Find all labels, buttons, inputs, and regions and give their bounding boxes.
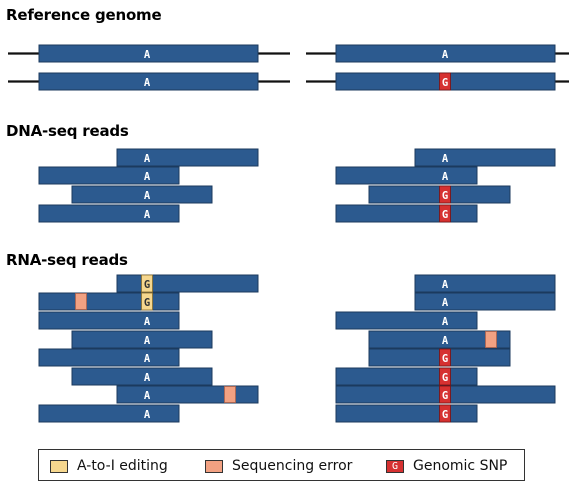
rna-read-right-3-base: A: [442, 335, 449, 347]
dna-read-left-3: [38, 204, 180, 223]
rna-read-left-1-error-marker: [75, 293, 87, 310]
snp-swatch: G: [386, 459, 404, 473]
rna-read-left-1-editing-marker: [141, 292, 153, 311]
reference-right-0-base: A: [442, 49, 449, 61]
rna-read-left-2-base: A: [144, 316, 151, 328]
rna-read-right-5: [335, 367, 478, 386]
dna-read-right-3-base: G: [442, 209, 448, 221]
rna-read-right-3: [368, 330, 511, 349]
rna-read-left-4-base: A: [144, 353, 151, 365]
rna-read-left-5-base: A: [144, 372, 151, 384]
rna-read-right-2: [335, 311, 478, 330]
rna-read-right-6-snp-marker: [439, 385, 451, 404]
legend-label-error: Sequencing error: [232, 458, 353, 474]
rna-read-right-5-base: G: [442, 372, 448, 384]
rna-read-left-5: [71, 367, 213, 386]
rna-read-left-3-base: A: [144, 335, 151, 347]
dna-read-right-3: [335, 204, 478, 223]
rna-read-right-4-snp-marker: [439, 348, 451, 367]
rna-read-right-7: [335, 404, 478, 423]
rna-read-right-2-base: A: [442, 316, 449, 328]
rna-read-left-6-error-marker: [224, 386, 236, 403]
rna-read-right-5-snp-marker: [439, 367, 451, 386]
dna-read-left-2-base: A: [144, 190, 151, 202]
rna-read-left-7: [38, 404, 180, 423]
dna-read-right-3-snp-marker: [439, 204, 451, 223]
rna-read-right-7-base: G: [442, 409, 448, 421]
reference-left-0: [38, 44, 259, 63]
dna-read-right-2-base: G: [442, 190, 448, 202]
dna-read-left-1: [38, 166, 180, 185]
rna-read-left-0-base: G: [144, 279, 150, 291]
reference-left-1-base: A: [144, 77, 151, 89]
legend-label-snp: Genomic SNP: [413, 458, 508, 474]
dna-read-right-0-base: A: [442, 153, 449, 165]
reference-right-1-snp-marker: [439, 72, 451, 91]
rna-read-right-7-snp-marker: [439, 404, 451, 423]
rna-read-right-1-base: A: [442, 297, 449, 309]
dna-read-left-0: [116, 148, 259, 167]
legend-item-editing: A-to-I editing: [50, 450, 168, 482]
legend-item-snp: G Genomic SNP: [386, 450, 507, 482]
legend: A-to-I editing Sequencing error G Genomi…: [38, 449, 525, 481]
rna-read-left-0: [116, 274, 259, 293]
legend-item-error: Sequencing error: [205, 450, 352, 482]
reference-left-0-base: A: [144, 49, 151, 61]
rna-read-right-0-base: A: [442, 279, 449, 291]
rna-read-right-4-base: G: [442, 353, 448, 365]
dna-read-left-2: [71, 185, 213, 204]
rna-read-left-0-editing-marker: [141, 274, 153, 293]
legend-label-editing: A-to-I editing: [77, 458, 168, 474]
reference-right-1-base: G: [442, 77, 448, 89]
rna-read-right-6-base: G: [442, 390, 448, 402]
dna-seq-title: DNA-seq reads: [6, 122, 129, 140]
reference-right-0: [335, 44, 556, 63]
dna-read-right-2-snp-marker: [439, 185, 451, 204]
rna-read-left-3: [71, 330, 213, 349]
rna-read-left-1: [38, 292, 180, 311]
reference-genome-title: Reference genome: [6, 6, 162, 24]
sequencing-error-swatch: [205, 459, 223, 473]
dna-read-right-1: [335, 166, 478, 185]
rna-read-left-1-base: G: [144, 297, 150, 309]
rna-read-right-1: [414, 292, 556, 311]
dna-read-left-1-base: A: [144, 171, 151, 183]
rna-read-right-3-error-marker: [485, 331, 497, 348]
dna-read-left-3-base: A: [144, 209, 151, 221]
editing-swatch: [50, 459, 68, 473]
rna-seq-title: RNA-seq reads: [6, 251, 128, 269]
dna-read-right-0: [414, 148, 556, 167]
reference-left-1: [38, 72, 259, 91]
dna-read-left-0-base: A: [144, 153, 151, 165]
rna-read-left-4: [38, 348, 180, 367]
rna-read-right-0: [414, 274, 556, 293]
dna-read-right-1-base: A: [442, 171, 449, 183]
rna-read-left-6: [116, 385, 259, 404]
rna-read-left-2: [38, 311, 180, 330]
rna-read-left-7-base: A: [144, 409, 151, 421]
rna-read-left-6-base: A: [144, 390, 151, 402]
